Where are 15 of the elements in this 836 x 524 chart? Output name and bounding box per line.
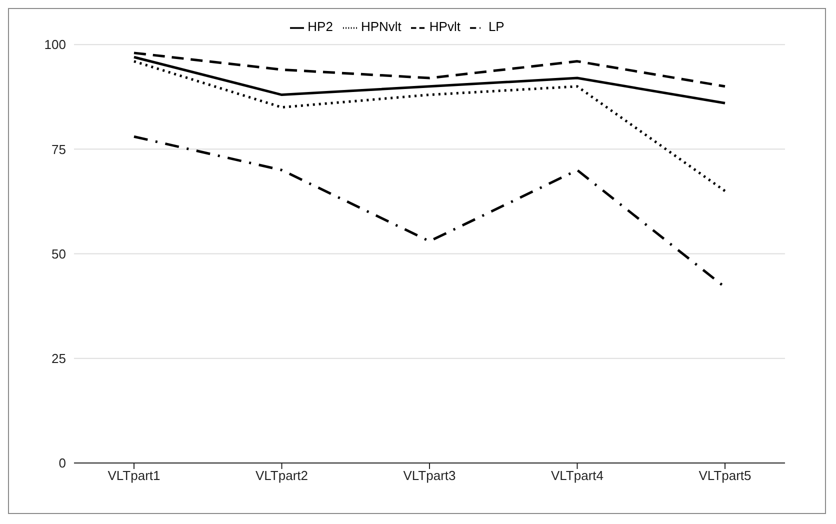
- y-tick-label: 50: [52, 246, 66, 262]
- y-tick-label: 25: [52, 351, 66, 366]
- line-series: [132, 60, 726, 192]
- y-tick-label: 75: [52, 142, 66, 157]
- x-tick-label: VLTpart4: [550, 468, 604, 484]
- legend-label: HPNvlt: [360, 19, 402, 34]
- legend-label: LP: [488, 19, 504, 34]
- legend-label: HPvlt: [429, 19, 460, 34]
- x-tick-label: VLTpart5: [698, 468, 752, 484]
- x-tick-label: VLTpart1: [108, 468, 160, 484]
- y-tick-label: 0: [58, 456, 66, 471]
- legend-label: HP2: [308, 19, 333, 34]
- y-tick-label: 100: [44, 37, 66, 52]
- x-tick-label: VLTpart2: [255, 468, 308, 484]
- x-tick-label: VLTpart3: [403, 468, 456, 484]
